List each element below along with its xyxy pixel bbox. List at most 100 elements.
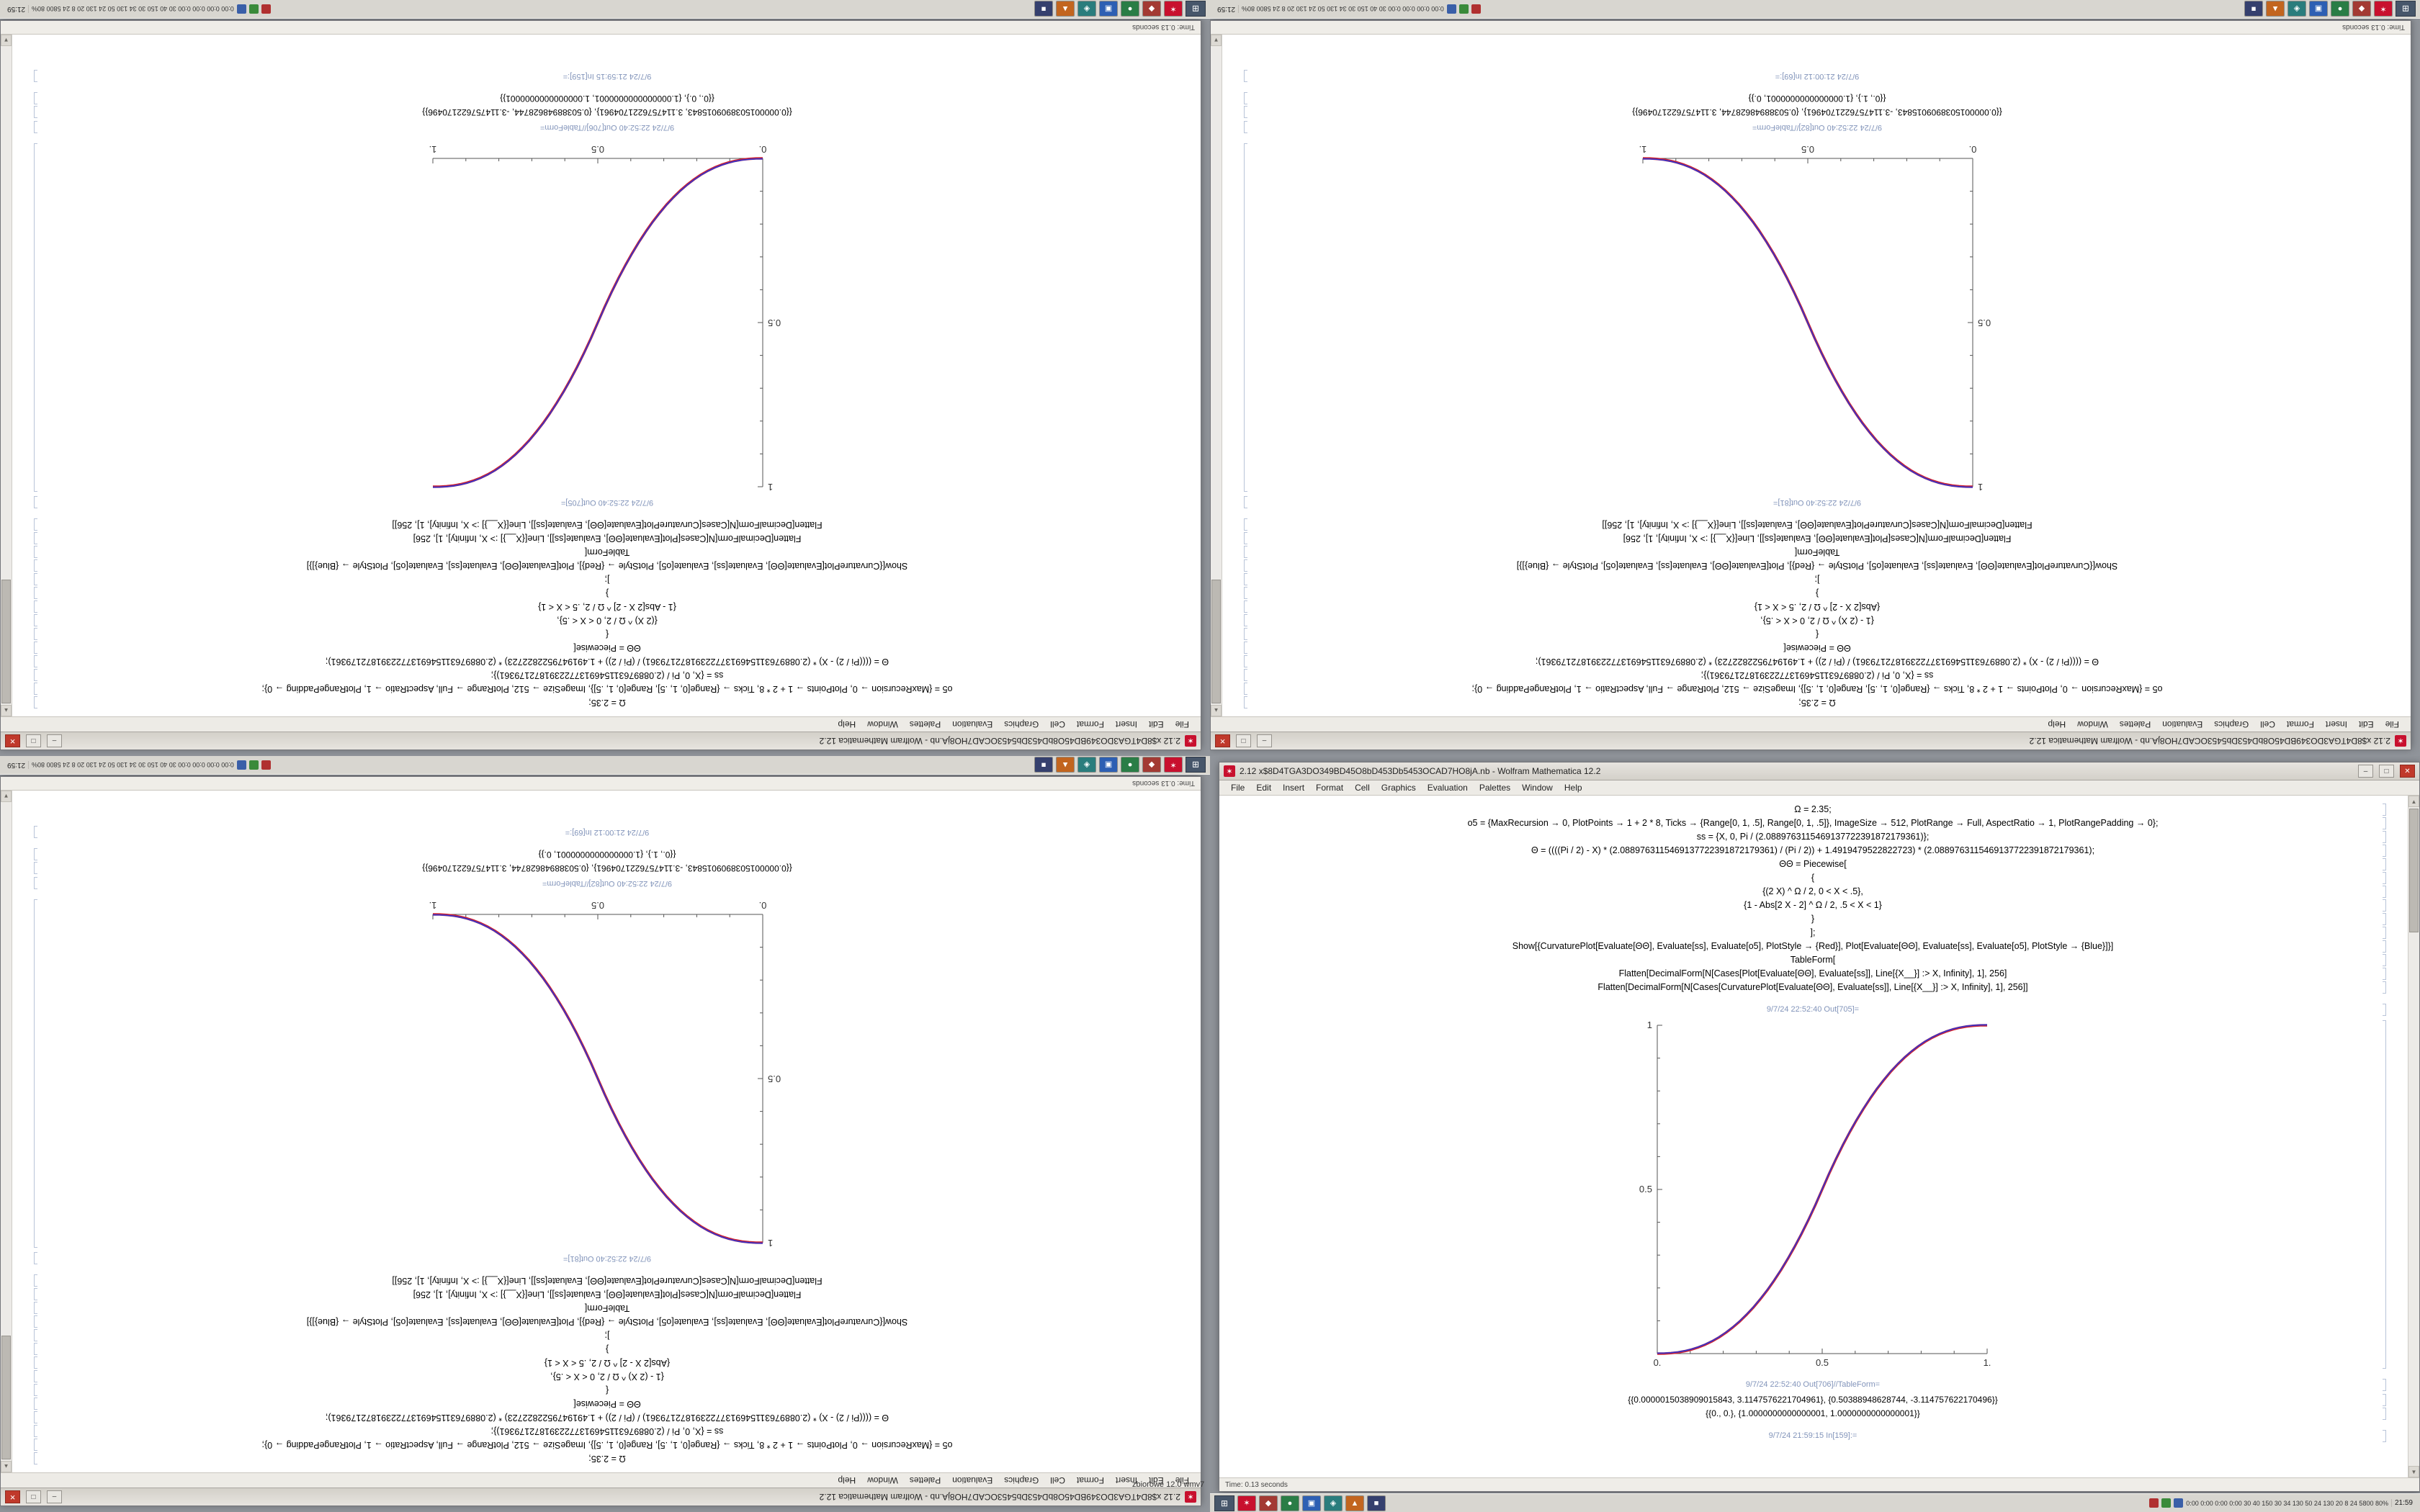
- maximize-button[interactable]: □: [1236, 734, 1251, 747]
- close-button[interactable]: ✕: [1215, 734, 1230, 747]
- input-cell[interactable]: Ω = 2.35;: [1242, 696, 2392, 709]
- scroll-up-arrow[interactable]: ▲: [1, 1461, 12, 1472]
- scroll-up-arrow[interactable]: ▲: [1211, 705, 1222, 716]
- menu-evaluation[interactable]: Evaluation: [952, 1475, 993, 1485]
- wolfram-app-icon[interactable]: ✶: [1237, 1495, 1256, 1511]
- scroll-up-arrow[interactable]: ▲: [2408, 796, 2419, 807]
- tray-blue-icon[interactable]: [236, 4, 246, 14]
- menu-window[interactable]: Window: [2077, 719, 2108, 729]
- menu-evaluation[interactable]: Evaluation: [952, 719, 993, 729]
- start-button[interactable]: ⊞: [1214, 1495, 1234, 1511]
- notebook-content[interactable]: Ω = 2.35; o5 = {MaxRecursion → 0, PlotPoi…: [1, 35, 1201, 716]
- notebook-content[interactable]: Ω = 2.35; o5 = {MaxRecursion → 0, PlotPoi…: [1219, 796, 2419, 1477]
- menu-format[interactable]: Format: [2286, 719, 2314, 729]
- notebook-content[interactable]: Ω = 2.35; o5 = {MaxRecursion → 0, PlotPoi…: [1, 791, 1201, 1472]
- menu-window[interactable]: Window: [867, 1475, 898, 1485]
- scroll-down-arrow[interactable]: ▼: [1211, 35, 1222, 46]
- tray-blue-icon[interactable]: [2174, 1498, 2184, 1508]
- input-cell[interactable]: ss = {X, 0, Pi / (2.08897631154691377223…: [32, 668, 1182, 682]
- menu-graphics[interactable]: Graphics: [1004, 719, 1039, 729]
- input-cell[interactable]: Flatten[DecimalForm[N[Cases[Plot[Evaluat…: [1242, 531, 2392, 545]
- input-cell[interactable]: ΘΘ = Piecewise[: [1238, 858, 2388, 871]
- wolfram-app-icon[interactable]: ✶: [1164, 757, 1183, 773]
- tray-blue-icon[interactable]: [1446, 4, 1456, 14]
- green-app-icon[interactable]: ●: [1121, 1, 1139, 17]
- orange-app-icon[interactable]: ▲: [1056, 1, 1075, 17]
- teal-app-icon[interactable]: ◈: [1077, 757, 1096, 773]
- green-app-icon[interactable]: ●: [1121, 757, 1139, 773]
- input-cell[interactable]: {Abs[2 X - 2] ^ Ω / 2, .5 < X < 1}: [1242, 600, 2392, 613]
- menu-file[interactable]: File: [1231, 783, 1245, 793]
- maximize-button[interactable]: □: [26, 1490, 41, 1503]
- input-cell[interactable]: Θ = ((((Pi / 2) - X) * (2.08897631154691…: [1238, 844, 2388, 858]
- scroll-down-arrow[interactable]: ▼: [1, 35, 12, 46]
- tray-red-icon[interactable]: [261, 760, 271, 770]
- input-cell[interactable]: Θ = ((((Pi / 2) - X) * (2.08897631154691…: [1242, 654, 2392, 668]
- red-app-icon[interactable]: ◆: [2352, 1, 2371, 17]
- input-cell[interactable]: o5 = {MaxRecursion → 0, PlotPoints → 1 +…: [32, 682, 1182, 696]
- input-cell[interactable]: TableForm[: [1242, 545, 2392, 559]
- menu-window[interactable]: Window: [1522, 783, 1553, 793]
- menu-format[interactable]: Format: [1076, 719, 1104, 729]
- input-cell[interactable]: }: [1238, 912, 2388, 926]
- input-cell[interactable]: o5 = {MaxRecursion → 0, PlotPoints → 1 +…: [1238, 816, 2388, 830]
- tray-green-icon[interactable]: [248, 760, 259, 770]
- minimize-button[interactable]: –: [1257, 734, 1272, 747]
- menu-cell[interactable]: Cell: [2260, 719, 2275, 729]
- menu-palettes[interactable]: Palettes: [1479, 783, 1511, 793]
- menu-window[interactable]: Window: [867, 719, 898, 729]
- input-cell[interactable]: {1 - (2 X) ^ Ω / 2, 0 < X < .5},: [32, 1369, 1182, 1383]
- scroll-up-arrow[interactable]: ▲: [1, 705, 12, 716]
- blue-app-icon[interactable]: ▣: [1099, 1, 1118, 17]
- input-cell[interactable]: Flatten[DecimalForm[N[Cases[Plot[Evaluat…: [1238, 967, 2388, 981]
- input-cell[interactable]: Θ = ((((Pi / 2) - X) * (2.08897631154691…: [32, 1410, 1182, 1424]
- minimize-button[interactable]: –: [47, 1490, 62, 1503]
- input-cell[interactable]: ΘΘ = Piecewise[: [1242, 641, 2392, 654]
- input-cell[interactable]: ];: [1242, 572, 2392, 586]
- menu-cell[interactable]: Cell: [1355, 783, 1370, 793]
- input-cell[interactable]: }: [1242, 586, 2392, 600]
- menu-edit[interactable]: Edit: [1148, 719, 1164, 729]
- menu-palettes[interactable]: Palettes: [909, 719, 941, 729]
- input-cell[interactable]: Show[{CurvaturePlot[Evaluate[ΘΘ], Evalua…: [1242, 559, 2392, 572]
- input-cell[interactable]: Flatten[DecimalForm[N[Cases[CurvaturePlo…: [32, 1274, 1182, 1287]
- input-cell[interactable]: Show[{CurvaturePlot[Evaluate[ΘΘ], Evalua…: [32, 1315, 1182, 1328]
- input-cell[interactable]: Flatten[DecimalForm[N[Cases[Plot[Evaluat…: [32, 1287, 1182, 1301]
- window-titlebar[interactable]: ✶ 2.12 x$8D4TGA3DO349BD45O8bD453Db5453OCA…: [1219, 762, 2419, 780]
- window-titlebar[interactable]: ✶ 2.12 x$8D4TGA3DO349BD45O8bD453Db5453OCA…: [1, 1488, 1201, 1506]
- vertical-scrollbar[interactable]: ▲ ▼: [1, 35, 12, 716]
- menu-graphics[interactable]: Graphics: [1004, 1475, 1039, 1485]
- vertical-scrollbar[interactable]: ▲ ▼: [2408, 796, 2419, 1477]
- tray-red-icon[interactable]: [261, 4, 271, 14]
- input-cell[interactable]: {: [1238, 871, 2388, 885]
- close-button[interactable]: ✕: [5, 1490, 20, 1503]
- tray-red-icon[interactable]: [2149, 1498, 2159, 1508]
- blue-app-icon[interactable]: ▣: [2309, 1, 2328, 17]
- red-app-icon[interactable]: ◆: [1142, 1, 1161, 17]
- minimize-button[interactable]: –: [2358, 765, 2373, 778]
- input-cell[interactable]: Flatten[DecimalForm[N[Cases[CurvaturePlo…: [1242, 518, 2392, 531]
- teal-app-icon[interactable]: ◈: [2287, 1, 2306, 17]
- input-cell[interactable]: {: [1242, 627, 2392, 641]
- input-cell[interactable]: {: [32, 627, 1182, 641]
- menu-graphics[interactable]: Graphics: [2214, 719, 2249, 729]
- orange-app-icon[interactable]: ▲: [1345, 1495, 1364, 1511]
- input-cell[interactable]: {(2 X) ^ Ω / 2, 0 < X < .5},: [32, 613, 1182, 627]
- input-cell[interactable]: ss = {X, 0, Pi / (2.08897631154691377223…: [1242, 668, 2392, 682]
- scroll-down-arrow[interactable]: ▼: [2408, 1466, 2419, 1477]
- input-cell[interactable]: Flatten[DecimalForm[N[Cases[Plot[Evaluat…: [32, 531, 1182, 545]
- maximize-button[interactable]: □: [26, 734, 41, 747]
- input-cell[interactable]: ];: [1238, 926, 2388, 940]
- vertical-scrollbar[interactable]: ▲ ▼: [1, 791, 12, 1472]
- input-cell[interactable]: ];: [32, 1328, 1182, 1342]
- scrollbar-thumb[interactable]: [1, 580, 11, 703]
- menu-palettes[interactable]: Palettes: [909, 1475, 941, 1485]
- input-cell[interactable]: {(2 X) ^ Ω / 2, 0 < X < .5},: [1238, 885, 2388, 899]
- input-cell[interactable]: {Abs[2 X - 2] ^ Ω / 2, .5 < X < 1}: [32, 1356, 1182, 1369]
- blue-app-icon[interactable]: ▣: [1099, 757, 1118, 773]
- menu-cell[interactable]: Cell: [1050, 719, 1065, 729]
- tray-blue-icon[interactable]: [236, 760, 246, 770]
- navy-app-icon[interactable]: ■: [1034, 1, 1053, 17]
- tray-green-icon[interactable]: [248, 4, 259, 14]
- input-cell[interactable]: {: [32, 1383, 1182, 1397]
